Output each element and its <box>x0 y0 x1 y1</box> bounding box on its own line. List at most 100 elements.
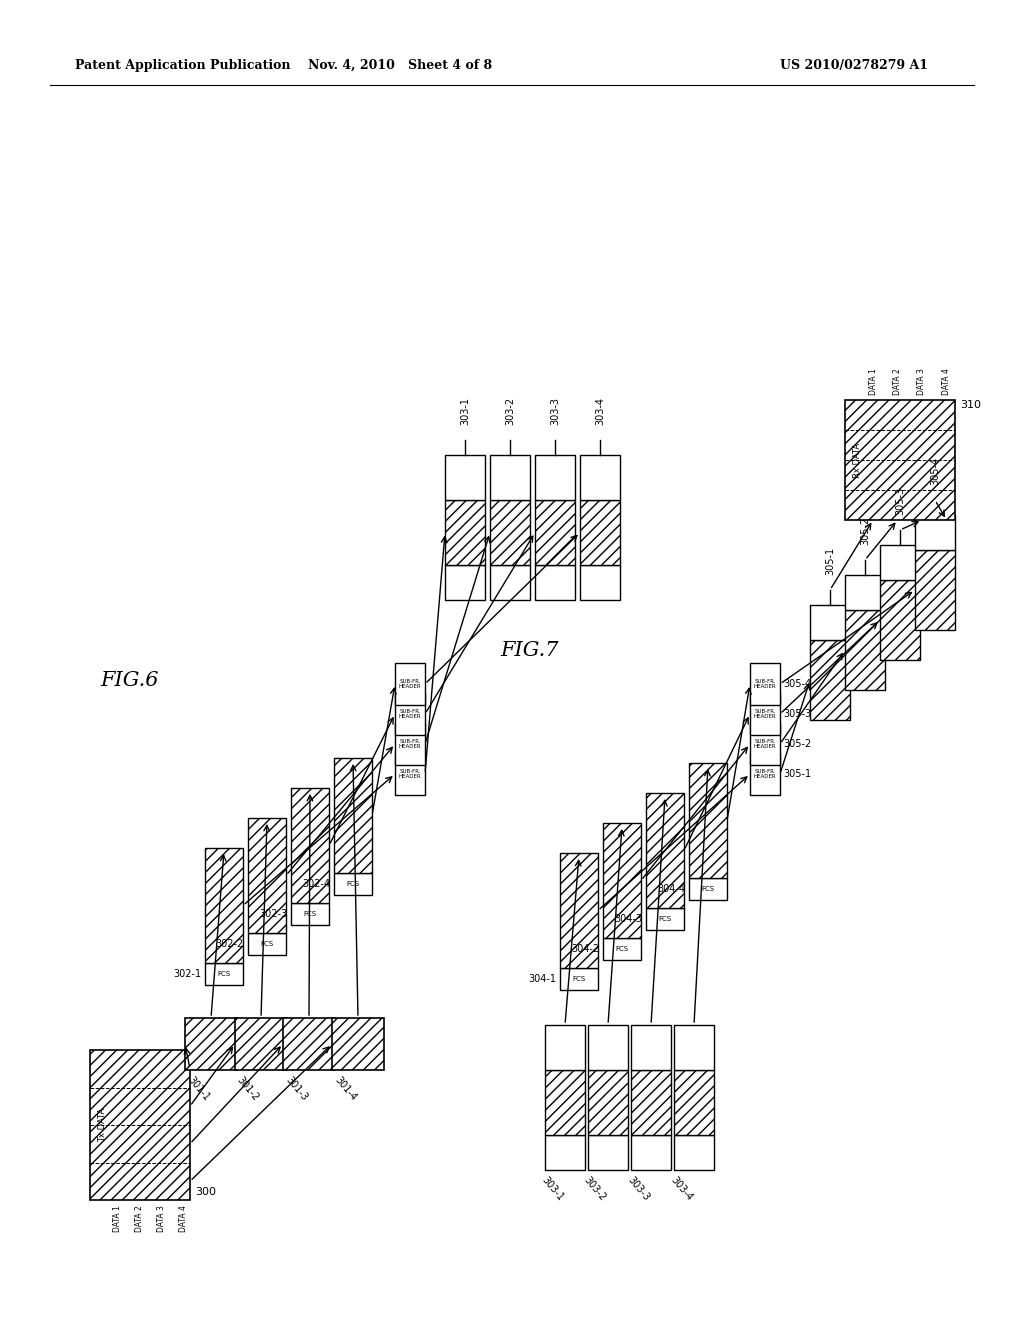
Text: 305-2: 305-2 <box>783 739 811 748</box>
Bar <box>490 500 530 565</box>
Bar <box>545 1071 585 1135</box>
Text: 305-4: 305-4 <box>783 678 811 689</box>
Text: FCS: FCS <box>615 946 629 952</box>
Bar <box>334 758 372 873</box>
Bar <box>445 500 485 565</box>
Bar <box>291 903 329 925</box>
Text: SUB-FR.
HEADER: SUB-FR. HEADER <box>754 678 776 689</box>
Bar <box>588 1071 628 1135</box>
Text: 305-1: 305-1 <box>783 770 811 779</box>
Text: FIG.6: FIG.6 <box>100 671 160 689</box>
Bar <box>631 1135 671 1170</box>
Text: FCS: FCS <box>260 941 273 946</box>
Bar <box>535 565 575 601</box>
Bar <box>674 1026 714 1071</box>
Bar <box>234 1018 287 1071</box>
Bar <box>395 752 425 795</box>
Bar <box>291 788 329 903</box>
Text: 302-2: 302-2 <box>216 939 244 949</box>
Bar <box>750 693 780 735</box>
Text: 302-1: 302-1 <box>173 969 201 979</box>
Text: DATA 2: DATA 2 <box>135 1205 144 1232</box>
Bar <box>248 818 286 933</box>
Bar <box>445 455 485 500</box>
Bar <box>185 1018 237 1071</box>
Bar <box>915 550 955 630</box>
Bar <box>845 610 885 690</box>
Bar <box>674 1071 714 1135</box>
Text: 301-4: 301-4 <box>333 1074 358 1104</box>
Bar <box>646 908 684 931</box>
Text: FCS: FCS <box>346 880 359 887</box>
Bar <box>646 793 684 908</box>
Text: 304-3: 304-3 <box>614 913 642 924</box>
Text: US 2010/0278279 A1: US 2010/0278279 A1 <box>780 58 928 71</box>
Text: 303-2: 303-2 <box>505 397 515 425</box>
Text: FCS: FCS <box>303 911 316 917</box>
Text: FCS: FCS <box>572 975 586 982</box>
Text: 303-2: 303-2 <box>583 1175 608 1203</box>
Bar <box>580 455 620 500</box>
Bar <box>395 693 425 735</box>
Bar <box>545 1135 585 1170</box>
Bar <box>588 1135 628 1170</box>
Text: 304-4: 304-4 <box>657 884 685 894</box>
Text: 301-3: 301-3 <box>284 1074 309 1104</box>
Bar <box>810 605 850 640</box>
Bar <box>248 933 286 954</box>
Text: 303-3: 303-3 <box>626 1175 651 1203</box>
Text: Patent Application Publication: Patent Application Publication <box>75 58 291 71</box>
Bar <box>490 565 530 601</box>
Text: 301-2: 301-2 <box>236 1074 261 1104</box>
Bar <box>880 579 920 660</box>
Text: 303-3: 303-3 <box>550 397 560 425</box>
Bar <box>845 400 955 520</box>
Bar <box>283 1018 335 1071</box>
Bar <box>545 1026 585 1071</box>
Bar <box>750 663 780 705</box>
Bar <box>90 1049 190 1200</box>
Bar <box>750 723 780 766</box>
Text: FCS: FCS <box>217 972 230 977</box>
Bar <box>580 500 620 565</box>
Text: DATA 1: DATA 1 <box>868 368 878 395</box>
Text: SUB-FR.
HEADER: SUB-FR. HEADER <box>754 739 776 750</box>
Text: 303-4: 303-4 <box>669 1175 694 1203</box>
Text: 305-1: 305-1 <box>825 546 835 576</box>
Text: 302-3: 302-3 <box>259 909 287 919</box>
Text: 304-1: 304-1 <box>528 974 556 983</box>
Text: Tx DATA: Tx DATA <box>98 1107 108 1142</box>
Text: DATA 3: DATA 3 <box>158 1205 167 1232</box>
Bar <box>580 565 620 601</box>
Bar <box>334 873 372 895</box>
Text: SUB-FR.
HEADER: SUB-FR. HEADER <box>398 739 421 750</box>
Bar <box>689 878 727 900</box>
Text: FCS: FCS <box>658 916 672 921</box>
Text: 305-3: 305-3 <box>783 709 811 719</box>
Text: 301-1: 301-1 <box>185 1074 211 1104</box>
Bar <box>750 752 780 795</box>
Text: SUB-FR.
HEADER: SUB-FR. HEADER <box>754 709 776 719</box>
Bar <box>395 663 425 705</box>
Text: 305-4: 305-4 <box>930 457 940 484</box>
Text: 305-2: 305-2 <box>860 516 870 545</box>
Bar <box>603 939 641 960</box>
Bar <box>631 1071 671 1135</box>
Bar <box>810 640 850 719</box>
Bar <box>588 1026 628 1071</box>
Bar <box>845 576 885 610</box>
Text: SUB-FR.
HEADER: SUB-FR. HEADER <box>754 768 776 779</box>
Text: 303-1: 303-1 <box>460 397 470 425</box>
Bar <box>674 1135 714 1170</box>
Bar <box>560 968 598 990</box>
Text: 310: 310 <box>961 400 981 411</box>
Bar <box>445 565 485 601</box>
Text: Nov. 4, 2010   Sheet 4 of 8: Nov. 4, 2010 Sheet 4 of 8 <box>308 58 493 71</box>
Text: FIG.7: FIG.7 <box>501 640 559 660</box>
Text: Rx DATA: Rx DATA <box>853 442 862 478</box>
Text: 305-3: 305-3 <box>895 487 905 515</box>
Bar <box>535 500 575 565</box>
Bar <box>603 822 641 939</box>
Bar <box>631 1026 671 1071</box>
Bar <box>205 964 243 985</box>
